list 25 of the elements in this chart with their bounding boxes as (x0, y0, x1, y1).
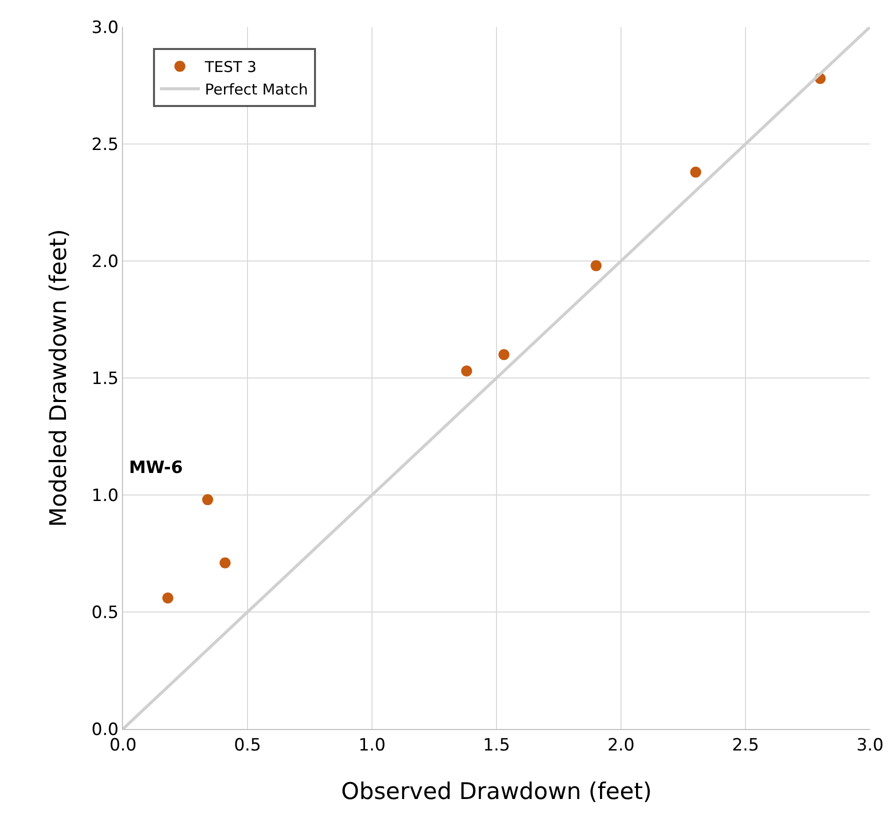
x-axis-title: Observed Drawdown (feet) (341, 779, 652, 805)
y-tick-label: 2.0 (92, 252, 119, 272)
y-tick-label: 0.5 (92, 602, 119, 623)
y-tick-label: 2.5 (92, 134, 119, 155)
x-tick-label: 3.0 (856, 735, 884, 756)
y-tick-label: 3.0 (92, 18, 119, 38)
y-axis-title: Modeled Drawdown (feet) (46, 229, 72, 527)
point (220, 557, 231, 568)
annotation: MW-6 (129, 458, 183, 478)
point (162, 592, 174, 604)
x-tick-label: 0.5 (234, 735, 262, 756)
point (590, 260, 602, 272)
legend-label: Perfect Match (204, 80, 308, 99)
point (461, 365, 472, 376)
y-tick-label: 1.5 (92, 368, 119, 389)
x-tick-label: 2.5 (732, 735, 760, 756)
x-tick-label: 0.0 (109, 735, 137, 756)
legend-label: TEST 3 (204, 58, 257, 76)
x-tick-label: 1.0 (358, 735, 386, 756)
x-tick-label: 1.5 (482, 735, 510, 756)
x-tick-label: 2.0 (607, 735, 635, 756)
y-tick-label: 1.0 (92, 486, 119, 506)
point (202, 494, 214, 506)
point (498, 349, 510, 360)
point (690, 166, 702, 178)
